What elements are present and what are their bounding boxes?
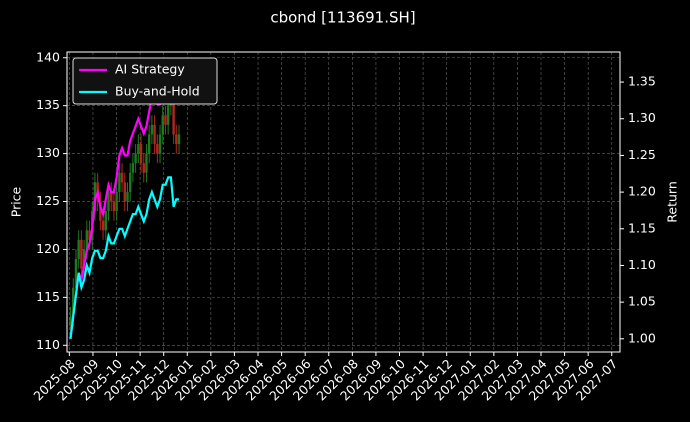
y2-tick-label: 1.30 (628, 110, 656, 125)
y-tick-label: 115 (36, 289, 60, 304)
series-line (69, 176, 179, 339)
y2-tick-label: 1.25 (628, 147, 656, 162)
legend-label: AI Strategy (115, 62, 185, 77)
candle-body (153, 124, 156, 145)
y-tick-label: 135 (36, 97, 60, 112)
candle-body (74, 259, 78, 288)
candle-body (145, 153, 148, 173)
y2-tick-label: 1.00 (628, 330, 656, 345)
candle-body (99, 201, 102, 221)
candle-body (80, 239, 83, 269)
candle-body (82, 249, 86, 269)
legend-box (72, 57, 218, 105)
candle-body (142, 163, 145, 173)
candle-body (177, 134, 181, 145)
y-axis-label: Price (9, 186, 24, 217)
legend-label: Buy-and-Hold (115, 84, 200, 99)
candle-body (85, 230, 89, 250)
y-tick-label: 140 (36, 49, 60, 64)
candle-body (172, 96, 175, 135)
candle-body (88, 230, 91, 240)
y-tick-label: 120 (36, 241, 60, 256)
candle-body (118, 172, 121, 192)
candle-body (131, 163, 135, 173)
y-tick-label: 125 (36, 193, 60, 208)
candle-body (161, 115, 164, 135)
candle-body (104, 211, 107, 231)
chart-title: cbond [113691.SH] (270, 9, 415, 27)
y2-tick-label: 1.05 (628, 294, 656, 309)
y2-tick-label: 1.35 (628, 74, 656, 89)
y-tick-label: 130 (36, 145, 60, 160)
candle-body (147, 134, 151, 154)
candle-body (112, 201, 116, 212)
candle-body (77, 239, 80, 260)
candle-body (129, 172, 132, 192)
candle-body (110, 191, 113, 202)
candle-body (120, 172, 124, 183)
candle-body (164, 115, 167, 125)
y2-tick-label: 1.15 (628, 220, 656, 235)
y2-tick-label: 1.20 (628, 184, 656, 199)
y2-axis-label: Return (665, 181, 680, 222)
candle-body (175, 134, 178, 145)
y2-tick-label: 1.10 (628, 257, 656, 272)
candle-body (69, 316, 72, 327)
candle-body (107, 191, 110, 212)
y-tick-label: 110 (36, 337, 60, 352)
candle-body (139, 144, 143, 164)
candle-body (158, 134, 162, 154)
candle-body (166, 105, 170, 125)
candle-body (137, 144, 140, 154)
candle-body (115, 191, 118, 212)
candle-body (72, 287, 75, 317)
candle-body (156, 144, 159, 154)
candle-body (134, 153, 137, 164)
plot-frame (66, 51, 621, 353)
candle-body (126, 191, 129, 202)
candle-body (150, 124, 154, 135)
candle-body (123, 182, 126, 202)
candle-body (101, 220, 105, 231)
